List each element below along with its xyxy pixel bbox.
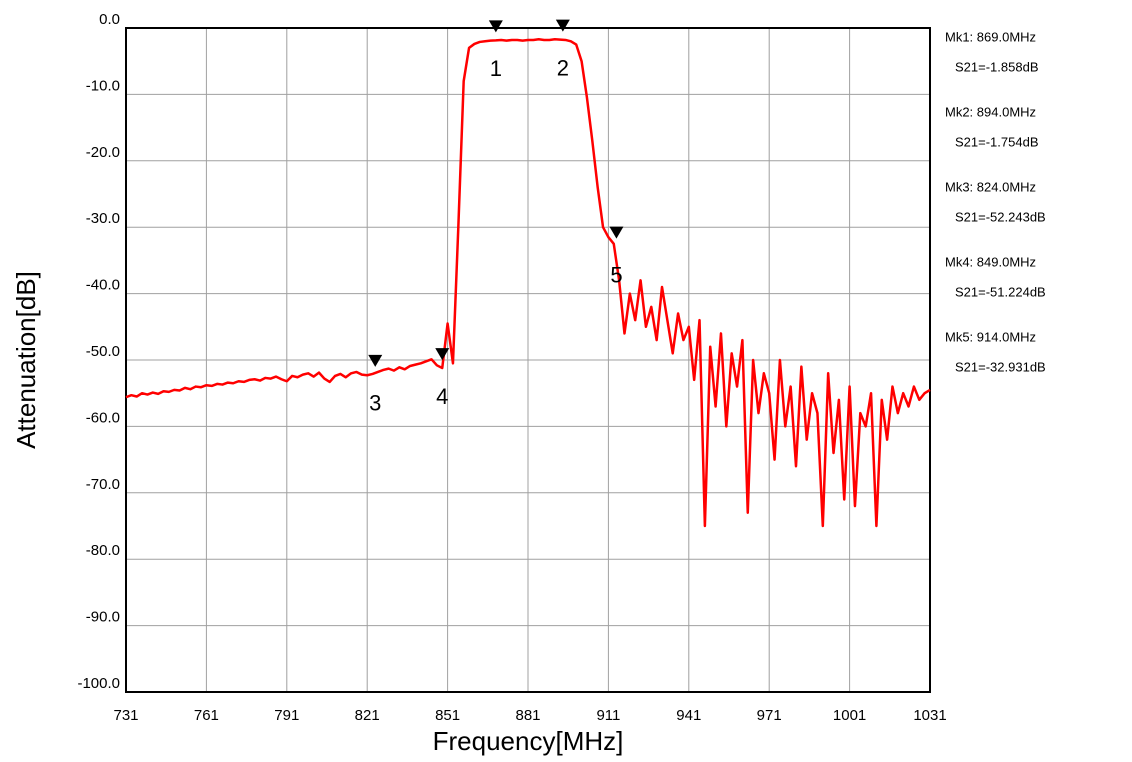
marker-triangle: [368, 354, 383, 367]
marker-value: S21=-52.243dB: [955, 209, 1046, 224]
marker-value: S21=-1.858dB: [955, 59, 1038, 74]
x-tick-label: 731: [113, 707, 138, 724]
marker-triangle: [435, 348, 450, 361]
y-tick-label: -40.0: [86, 277, 120, 294]
marker-frequency: Mk3: 824.0MHz: [945, 179, 1036, 194]
y-tick-label: -100.0: [77, 675, 120, 692]
y-tick-label: -10.0: [86, 77, 120, 94]
y-tick-label: -90.0: [86, 609, 120, 626]
x-tick-label: 851: [435, 707, 460, 724]
marker-label: 4: [436, 384, 448, 409]
y-tick-label: -60.0: [86, 409, 120, 426]
marker-label: 5: [610, 262, 622, 287]
marker-triangle: [609, 226, 624, 239]
marker-value: S21=-32.931dB: [955, 359, 1046, 374]
marker-label: 1: [490, 56, 502, 81]
y-tick-label: -70.0: [86, 476, 120, 493]
x-tick-label: 821: [355, 707, 380, 724]
x-axis-title: Frequency[MHz]: [433, 726, 624, 756]
x-tick-label: 1031: [913, 707, 946, 724]
marker-value: S21=-1.754dB: [955, 134, 1038, 149]
marker-frequency: Mk1: 869.0MHz: [945, 29, 1036, 44]
y-tick-label: -80.0: [86, 542, 120, 559]
x-tick-label: 1001: [833, 707, 866, 724]
marker-label: 3: [369, 391, 381, 416]
line-series: [125, 38, 931, 528]
x-tick-label: 911: [596, 707, 620, 724]
x-tick-label: 761: [194, 707, 219, 724]
y-tick-label: -30.0: [86, 210, 120, 227]
marker-frequency: Mk4: 849.0MHz: [945, 254, 1036, 269]
y-tick-label: 0.0: [99, 11, 120, 28]
marker-value: S21=-51.224dB: [955, 284, 1046, 299]
x-tick-label: 791: [274, 707, 299, 724]
x-tick-label: 881: [515, 707, 540, 724]
y-tick-label: -20.0: [86, 144, 120, 161]
marker-triangle: [555, 19, 570, 32]
marker-label: 2: [557, 55, 569, 80]
marker-frequency: Mk5: 914.0MHz: [945, 329, 1036, 344]
y-axis-title: Attenuation[dB]: [11, 271, 41, 449]
y-tick-label: -50.0: [86, 343, 120, 360]
plot-border: [125, 27, 931, 693]
x-tick-label: 941: [676, 707, 701, 724]
marker-triangle: [488, 20, 503, 33]
marker-frequency: Mk2: 894.0MHz: [945, 104, 1036, 119]
x-tick-label: 971: [757, 707, 782, 724]
